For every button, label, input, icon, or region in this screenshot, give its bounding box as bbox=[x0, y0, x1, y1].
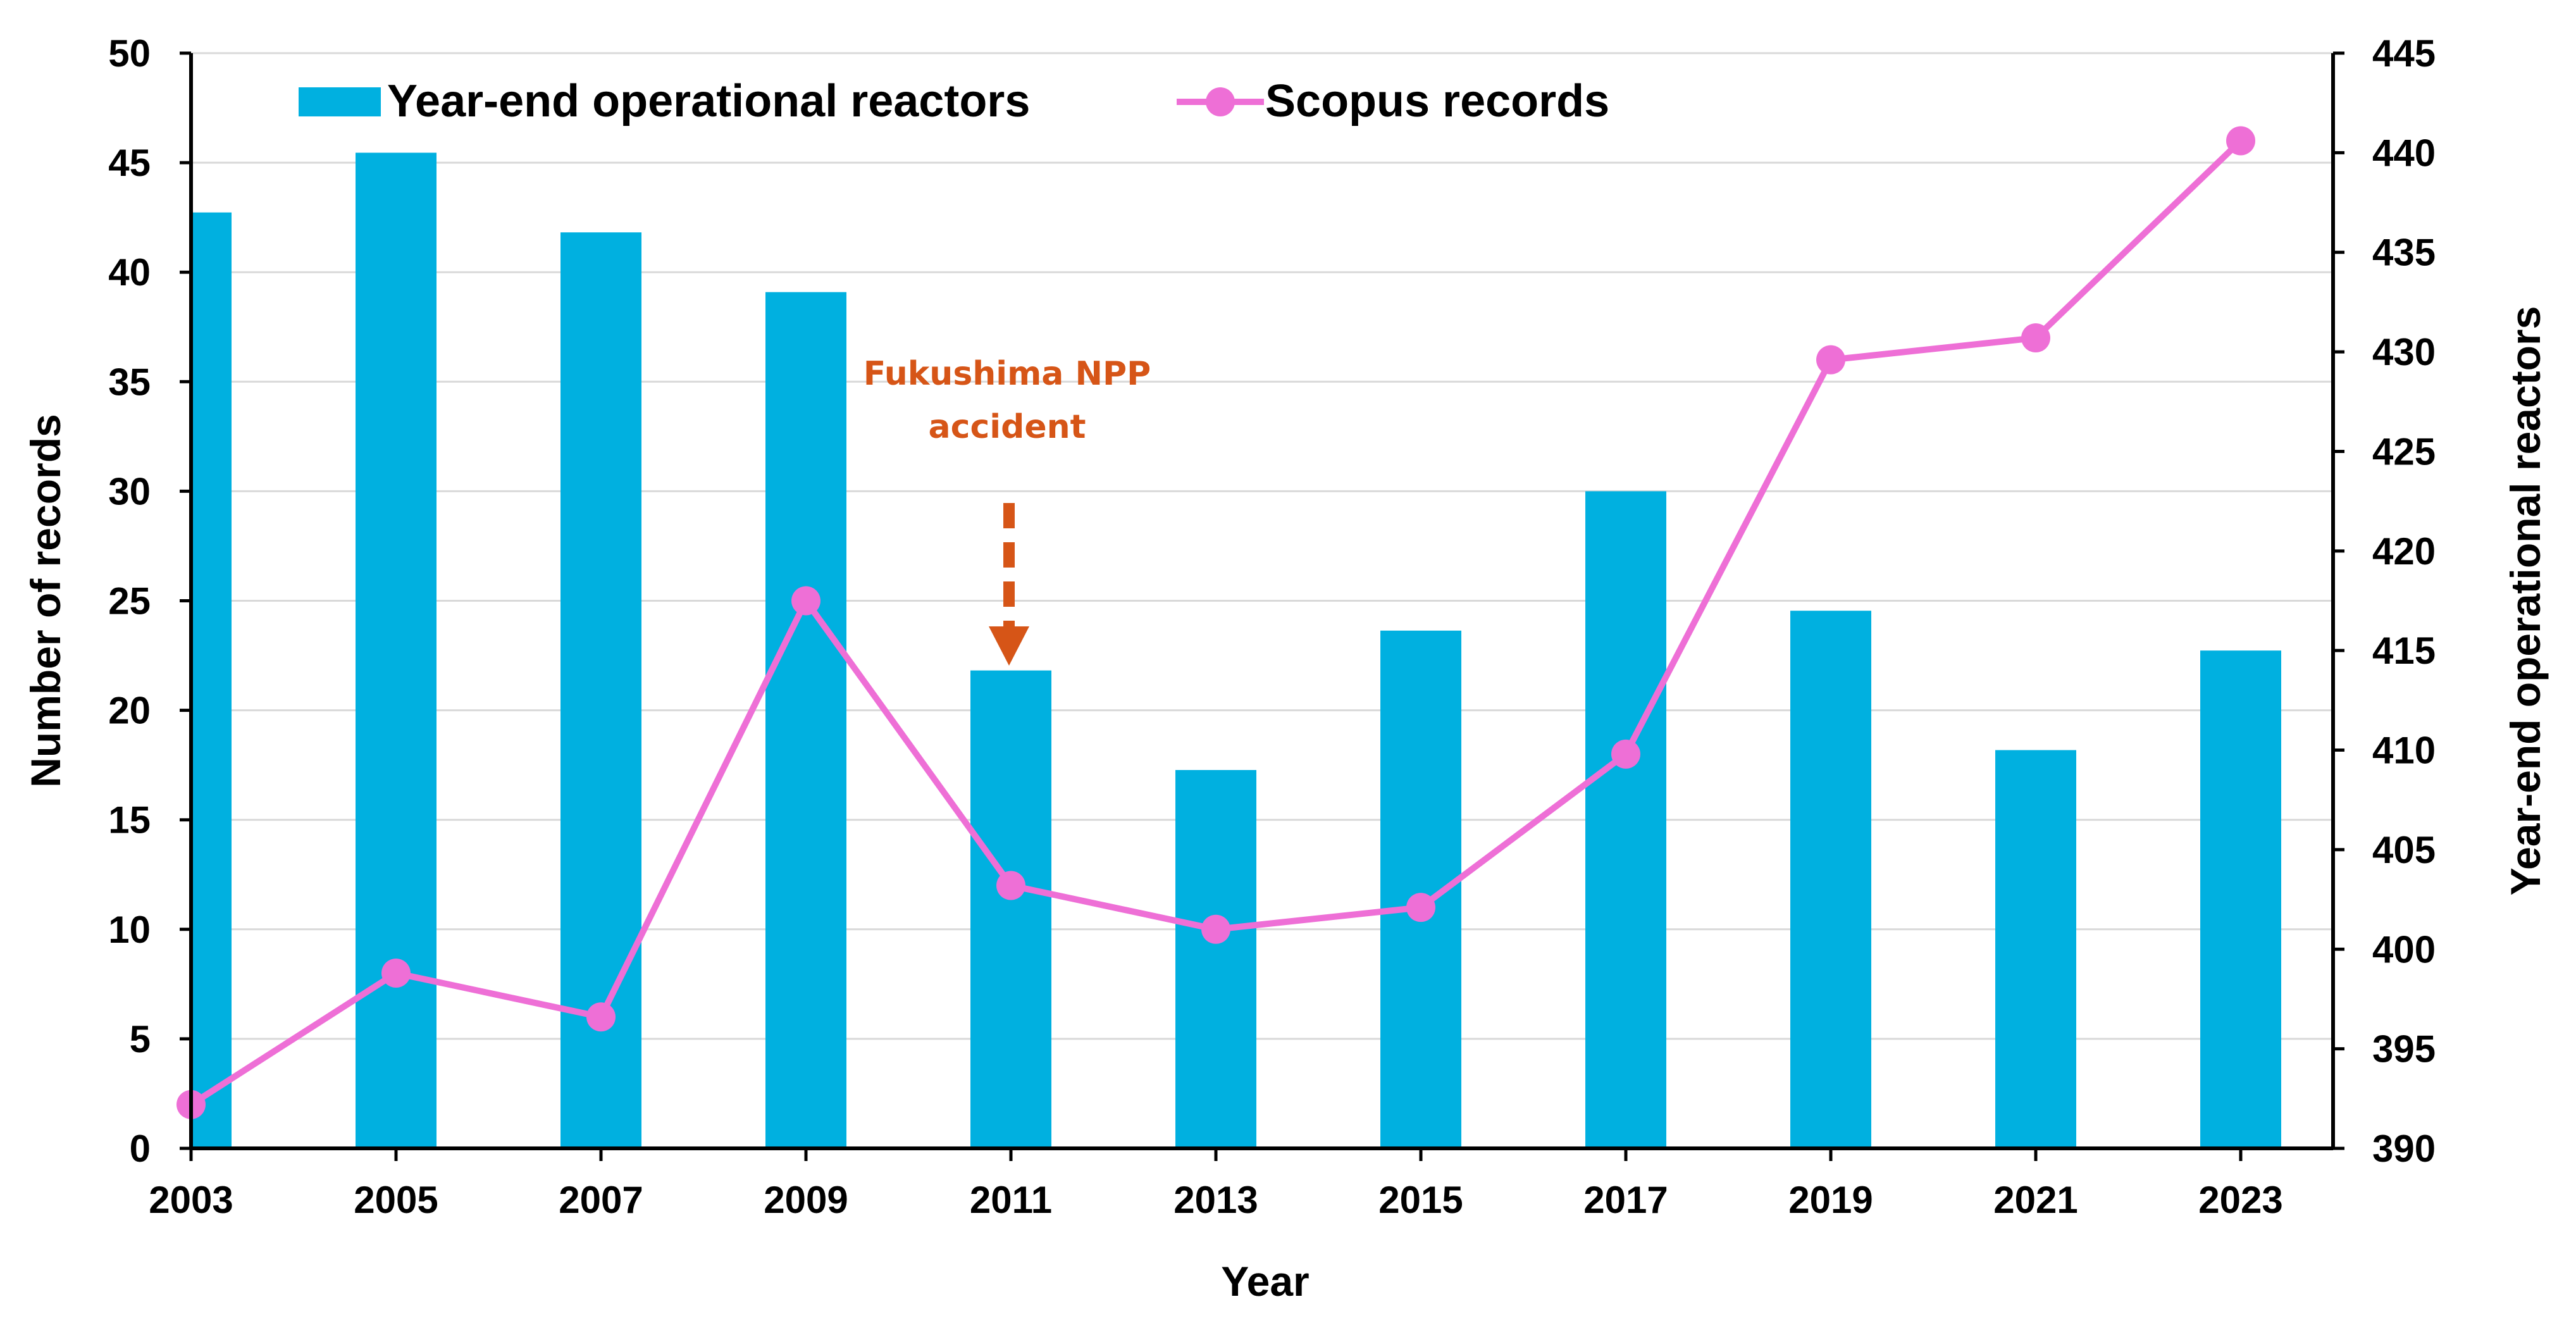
bar-2017 bbox=[1585, 491, 1666, 1148]
right-tick-label: 420 bbox=[2372, 530, 2436, 573]
point-2013 bbox=[1201, 914, 1230, 944]
right-axis-title: Year-end operational reactors bbox=[2502, 306, 2549, 896]
left-tick-label: 50 bbox=[108, 32, 151, 75]
legend-line-marker bbox=[1206, 87, 1235, 116]
right-tick-label: 440 bbox=[2372, 132, 2436, 174]
bar-2007 bbox=[560, 232, 641, 1148]
left-tick-label: 0 bbox=[130, 1127, 151, 1170]
right-tick-label: 400 bbox=[2372, 928, 2436, 971]
bar-2005 bbox=[356, 152, 437, 1148]
annotation-arrow-head bbox=[989, 626, 1029, 666]
left-tick-label: 40 bbox=[108, 251, 151, 294]
x-tick-label: 2005 bbox=[354, 1179, 438, 1221]
left-tick-label: 35 bbox=[108, 361, 151, 403]
point-2015 bbox=[1406, 893, 1435, 922]
x-tick-label: 2023 bbox=[2198, 1179, 2282, 1221]
point-2011 bbox=[996, 871, 1025, 900]
right-tick-label: 405 bbox=[2372, 829, 2436, 871]
right-tick-label: 390 bbox=[2372, 1127, 2436, 1170]
bar-2019 bbox=[1790, 611, 1871, 1148]
annotation-line2: accident bbox=[929, 408, 1086, 446]
bar-series bbox=[191, 152, 2281, 1148]
annotation-line1: Fukushima NPP bbox=[864, 355, 1151, 393]
x-tick-label: 2019 bbox=[1788, 1179, 1873, 1221]
bar-2023 bbox=[2200, 650, 2281, 1148]
left-tick-label: 5 bbox=[130, 1018, 151, 1060]
point-2007 bbox=[586, 1002, 616, 1032]
x-tick-label: 2013 bbox=[1173, 1179, 1258, 1221]
right-tick-label: 410 bbox=[2372, 730, 2436, 772]
x-tick-label: 2007 bbox=[559, 1179, 643, 1221]
bar-2013 bbox=[1175, 770, 1256, 1148]
right-tick-label: 395 bbox=[2372, 1028, 2436, 1071]
point-2023 bbox=[2226, 126, 2255, 156]
left-tick-label: 45 bbox=[108, 142, 151, 184]
point-2017 bbox=[1611, 739, 1640, 769]
right-tick-label: 425 bbox=[2372, 430, 2436, 473]
left-tick-label: 20 bbox=[108, 690, 151, 732]
x-tick-label: 2015 bbox=[1378, 1179, 1463, 1221]
left-tick-label: 10 bbox=[108, 909, 151, 951]
left-axis-title: Number of records bbox=[22, 414, 69, 787]
left-tick-label: 30 bbox=[108, 470, 151, 512]
legend: Year-end operational reactors Scopus reco… bbox=[299, 76, 1609, 127]
axes: 0 5 10 15 20 25 30 35 40 45 50 390 395 400 405 410 415 42… bbox=[22, 32, 2549, 1305]
legend-line-label: Scopus records bbox=[1265, 76, 1609, 127]
gridlines bbox=[191, 52, 2333, 1040]
bar-2021 bbox=[1995, 750, 2076, 1148]
x-tick-label: 2021 bbox=[1993, 1179, 2078, 1221]
right-tick-label: 430 bbox=[2372, 331, 2436, 373]
point-2005 bbox=[381, 959, 411, 988]
left-tick-label: 25 bbox=[108, 580, 151, 623]
x-tick-label: 2011 bbox=[970, 1179, 1052, 1221]
bar-2003 bbox=[191, 212, 232, 1148]
bar-2011 bbox=[970, 670, 1051, 1148]
right-tick-label: 415 bbox=[2372, 630, 2436, 672]
line-series bbox=[176, 126, 2255, 1119]
annotation: Fukushima NPP accident bbox=[864, 355, 1151, 666]
x-tick-label: 2009 bbox=[764, 1179, 848, 1221]
x-axis-title: Year bbox=[1221, 1258, 1309, 1305]
point-2021 bbox=[2021, 323, 2050, 353]
left-tick-label: 15 bbox=[108, 799, 151, 842]
right-tick-label: 445 bbox=[2372, 32, 2436, 75]
point-2019 bbox=[1816, 345, 1845, 375]
x-tick-label: 2017 bbox=[1583, 1179, 1668, 1221]
legend-bar-swatch bbox=[299, 87, 381, 116]
point-2009 bbox=[791, 586, 820, 616]
right-tick-label: 435 bbox=[2372, 232, 2436, 274]
x-tick-label: 2003 bbox=[149, 1179, 233, 1221]
bar-2009 bbox=[765, 292, 846, 1148]
legend-bar-label: Year-end operational reactors bbox=[387, 76, 1030, 127]
